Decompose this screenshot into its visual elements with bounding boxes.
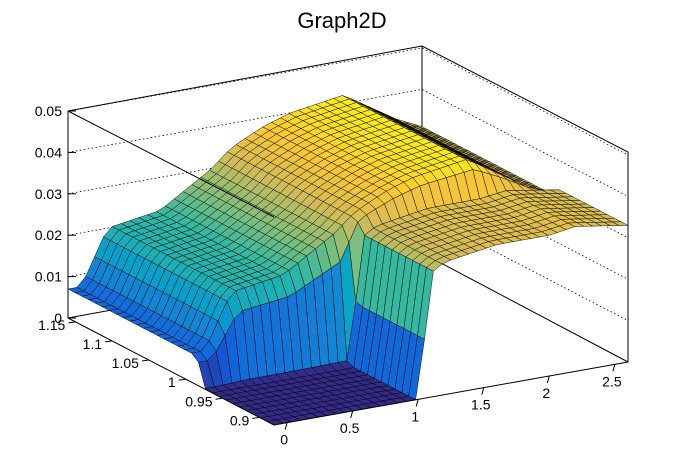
y-tick [141,359,149,362]
x-tick-label: 1 [411,408,419,424]
z-tick-label: 0.01 [35,269,62,285]
x-tick-label: 2 [542,385,550,401]
y-axis: 0.9 0.95 1 1.05 1.1 1.15 [38,317,260,428]
z-tick-label: 0 [54,310,62,326]
chart-title: Graph2D [297,8,386,33]
front-frame [67,110,629,426]
y-tick-label: 0.9 [230,412,250,428]
x-tick-label: 0 [280,432,288,448]
z-tick-label: 0.05 [35,103,62,119]
z-tick-label: 0.04 [35,144,62,160]
y-tick [252,416,260,419]
x-tick [350,410,354,419]
y-tick [68,321,76,324]
y-tick [215,397,223,400]
z-tick-label: 0.02 [35,227,62,243]
x-axis: 0 0.5 1 1.5 2 2.5 [280,364,622,448]
y-tick-label: 1.1 [83,336,103,352]
z-tick-label: 0.03 [35,186,62,202]
x-tick-label: 0.5 [340,420,360,436]
y-tick-label: 1 [168,374,176,390]
y-tick-label: 0.95 [185,393,212,409]
y-tick-label: 1.05 [112,355,139,371]
x-tick [415,399,419,407]
x-tick [284,422,288,430]
x-tick-label: 2.5 [602,373,622,389]
y-tick [105,340,113,343]
x-tick [612,364,616,372]
x-tick [481,387,485,395]
x-tick-label: 1.5 [471,397,491,413]
y-tick [178,378,186,381]
y-tick-label: 1.15 [38,317,65,333]
x-tick [546,375,550,384]
surface-mesh [67,95,629,426]
z-axis: 0 0.01 0.02 0.03 0.04 0.05 [35,103,76,326]
